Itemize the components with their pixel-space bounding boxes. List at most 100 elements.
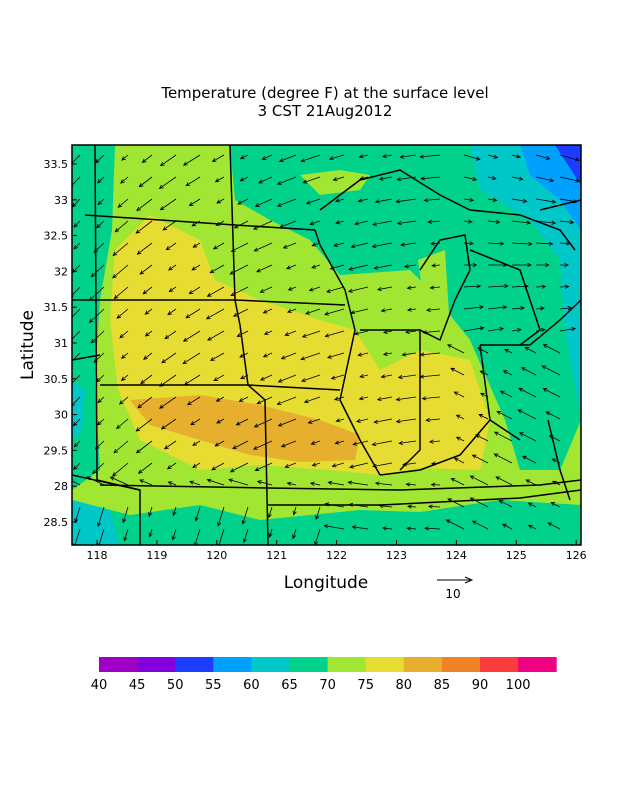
wind-vector	[263, 330, 273, 335]
wind-vector	[213, 374, 225, 382]
wind-vector	[258, 176, 273, 184]
wind-vector	[487, 175, 497, 181]
wind-vector	[517, 409, 537, 420]
wind-vector	[536, 262, 550, 268]
colorbar-swatch	[137, 657, 176, 672]
wind-vector	[327, 480, 345, 486]
wind-vector	[349, 462, 369, 469]
wind-vector	[142, 286, 153, 295]
wind-vector	[94, 440, 105, 450]
wind-vector	[97, 506, 105, 527]
wind-vector	[419, 374, 441, 379]
wind-vector	[357, 198, 369, 203]
wind-vector	[353, 330, 369, 336]
wind-vector	[380, 374, 393, 379]
wind-vector	[356, 418, 369, 423]
wind-vector	[233, 220, 249, 229]
wind-vector	[347, 286, 369, 293]
wind-vector	[521, 455, 537, 464]
field-70	[300, 170, 370, 195]
colorbar-label: 65	[281, 678, 298, 693]
wind-vector	[382, 351, 393, 356]
wind-vector	[326, 286, 345, 293]
wind-vector	[122, 506, 129, 524]
wind-vector	[238, 396, 249, 402]
wind-vector	[496, 410, 513, 420]
field-55	[520, 145, 581, 230]
wind-vector	[159, 374, 177, 387]
wind-vector	[211, 154, 225, 162]
wind-vector	[406, 285, 417, 290]
wind-vector	[380, 308, 393, 313]
wind-vector	[335, 220, 345, 225]
wind-vector	[307, 418, 321, 424]
colorbar-swatch	[441, 657, 481, 672]
wind-vector	[427, 504, 441, 509]
wind-vector	[228, 478, 249, 486]
y-tick-label: 32.5	[44, 230, 69, 243]
wind-vector	[159, 198, 177, 211]
wind-vector	[191, 264, 201, 271]
wind-vector	[527, 524, 537, 530]
colorbar-label: 50	[167, 678, 184, 693]
colorbar-swatch	[213, 657, 252, 672]
wind-vector	[359, 176, 369, 181]
wind-vector	[352, 440, 369, 446]
wind-vector	[186, 396, 201, 406]
colorbar-label: 70	[319, 678, 336, 693]
wind-vector	[165, 242, 177, 251]
wind-vector	[135, 220, 153, 234]
wind-vector	[72, 352, 81, 362]
wind-vector	[430, 241, 441, 246]
x-tick-label: 121	[266, 549, 287, 562]
wind-vector	[502, 370, 513, 376]
wind-vector	[116, 308, 129, 319]
wind-vector	[455, 436, 465, 442]
wind-vector	[139, 479, 153, 486]
colorbar-label: 80	[396, 678, 413, 693]
wind-vector	[254, 198, 273, 207]
wind-vector	[430, 461, 441, 466]
wind-vector	[267, 506, 273, 519]
wind-vector	[305, 198, 321, 205]
wind-vector	[235, 418, 249, 426]
wind-vector	[93, 352, 105, 363]
y-tick-label: 30.5	[44, 373, 69, 386]
wind-vector	[303, 396, 321, 404]
wind-vector	[511, 241, 533, 247]
wind-vector	[478, 414, 489, 420]
wind-vector	[162, 220, 177, 231]
wind-vector	[120, 176, 129, 184]
wind-vector	[239, 154, 249, 160]
wind-vector	[141, 154, 153, 163]
wind-vector	[188, 286, 201, 295]
wind-vector	[559, 176, 581, 183]
wind-vector	[276, 176, 297, 185]
wind-vector	[72, 374, 81, 386]
wind-vector	[276, 396, 297, 406]
wind-vector	[351, 525, 369, 530]
wind-vector	[216, 418, 225, 424]
wind-vector	[256, 396, 273, 405]
wind-vector	[463, 197, 475, 203]
wind-vector	[236, 330, 249, 337]
field-65	[230, 145, 581, 470]
wind-vector	[382, 329, 393, 334]
wind-vector	[535, 306, 545, 311]
colorbar: 40 45 50 55 60 65 70 75 80 85 90 100	[91, 657, 557, 693]
wind-vector	[163, 440, 177, 450]
wind-vector	[158, 176, 177, 189]
wind-vector	[88, 286, 105, 302]
wind-vector	[96, 176, 105, 184]
wind-vector	[395, 418, 417, 424]
wind-vector	[205, 308, 225, 320]
map	[72, 145, 581, 545]
wind-vector	[301, 330, 321, 338]
wind-vector	[135, 418, 153, 432]
wind-vector	[292, 528, 297, 540]
wind-vector	[527, 502, 537, 508]
wind-vector	[511, 284, 529, 289]
wind-vector	[548, 435, 561, 442]
wind-vector	[479, 370, 489, 376]
y-tick-label: 31	[54, 337, 68, 350]
